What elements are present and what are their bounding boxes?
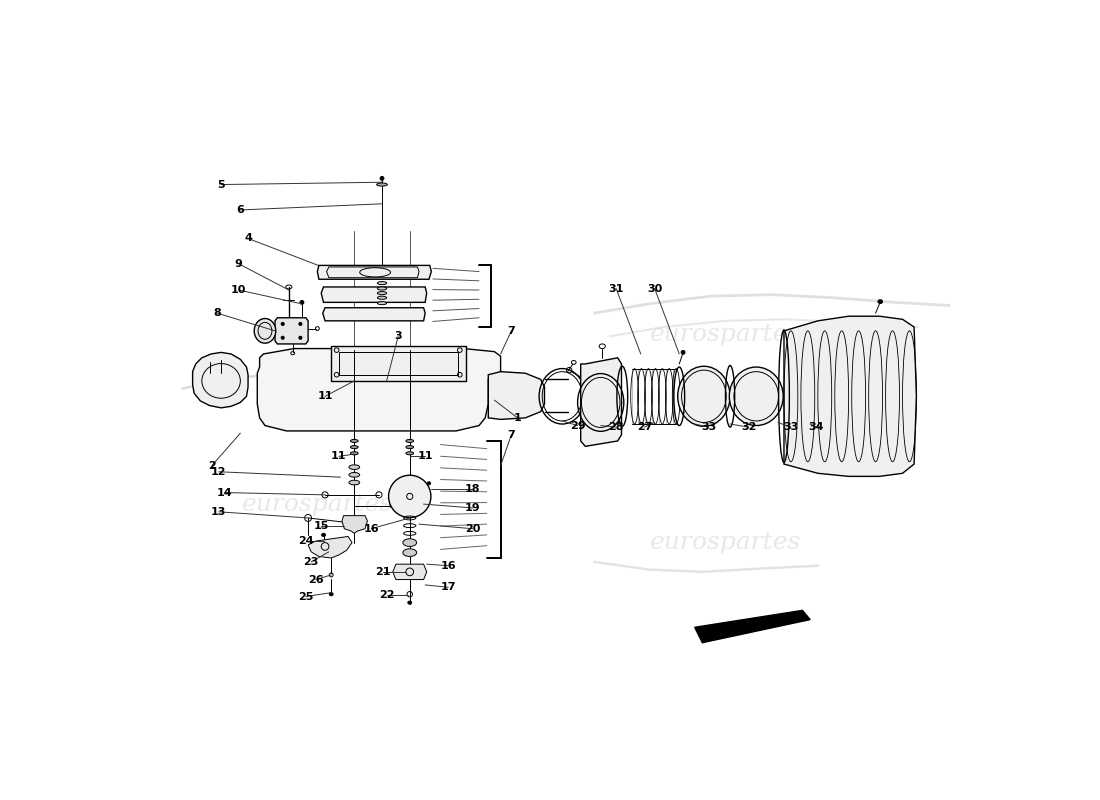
Text: 22: 22 xyxy=(378,590,395,600)
Text: 1: 1 xyxy=(514,413,521,423)
Text: 16: 16 xyxy=(363,524,379,534)
Ellipse shape xyxy=(406,439,414,442)
Text: 31: 31 xyxy=(608,283,624,294)
Ellipse shape xyxy=(376,183,387,186)
Text: eurospartes: eurospartes xyxy=(650,531,801,554)
Text: 11: 11 xyxy=(317,391,333,402)
Ellipse shape xyxy=(377,302,387,305)
Ellipse shape xyxy=(282,336,284,339)
Text: 3: 3 xyxy=(395,331,402,342)
Text: 23: 23 xyxy=(304,557,319,567)
Text: 16: 16 xyxy=(440,561,456,570)
Ellipse shape xyxy=(729,367,783,426)
Ellipse shape xyxy=(377,287,387,290)
Text: 4: 4 xyxy=(244,234,252,243)
Polygon shape xyxy=(308,537,352,558)
Text: 9: 9 xyxy=(235,259,243,269)
Ellipse shape xyxy=(329,593,333,596)
Text: 27: 27 xyxy=(637,422,652,432)
Polygon shape xyxy=(393,564,427,579)
Text: 11: 11 xyxy=(331,451,346,462)
Polygon shape xyxy=(275,318,308,344)
Text: 11: 11 xyxy=(417,451,433,462)
Text: 24: 24 xyxy=(298,536,314,546)
Ellipse shape xyxy=(300,301,304,304)
Ellipse shape xyxy=(403,538,417,546)
Text: 33: 33 xyxy=(783,422,799,432)
Text: 12: 12 xyxy=(211,466,227,477)
Ellipse shape xyxy=(349,465,360,470)
Ellipse shape xyxy=(428,482,430,485)
Ellipse shape xyxy=(406,446,414,449)
Ellipse shape xyxy=(282,322,284,326)
Ellipse shape xyxy=(349,473,360,477)
Text: 34: 34 xyxy=(808,422,824,432)
Ellipse shape xyxy=(351,439,359,442)
Text: 25: 25 xyxy=(298,591,314,602)
Ellipse shape xyxy=(388,475,431,518)
Text: 2: 2 xyxy=(208,461,216,470)
Ellipse shape xyxy=(406,452,414,455)
Ellipse shape xyxy=(351,446,359,449)
Ellipse shape xyxy=(377,282,387,285)
Text: 32: 32 xyxy=(741,422,756,432)
Ellipse shape xyxy=(349,480,360,485)
Ellipse shape xyxy=(678,366,730,426)
Text: 21: 21 xyxy=(375,567,390,577)
Text: 13: 13 xyxy=(211,507,227,517)
Text: 8: 8 xyxy=(213,308,221,318)
Text: 7: 7 xyxy=(507,430,515,440)
Ellipse shape xyxy=(377,296,387,299)
Polygon shape xyxy=(257,349,500,431)
Polygon shape xyxy=(784,316,916,476)
Ellipse shape xyxy=(299,322,301,326)
Polygon shape xyxy=(695,610,810,642)
Ellipse shape xyxy=(321,534,326,537)
Text: 6: 6 xyxy=(236,205,244,215)
Text: 30: 30 xyxy=(647,283,662,294)
Ellipse shape xyxy=(299,336,301,339)
Text: 19: 19 xyxy=(465,503,481,513)
Polygon shape xyxy=(192,353,249,408)
Text: 28: 28 xyxy=(608,422,624,432)
Text: 20: 20 xyxy=(465,524,481,534)
Text: 10: 10 xyxy=(231,285,246,295)
Polygon shape xyxy=(488,372,544,419)
Text: eurospartes: eurospartes xyxy=(242,493,393,516)
Text: eurospartes: eurospartes xyxy=(650,323,801,346)
Ellipse shape xyxy=(381,177,384,180)
Text: 15: 15 xyxy=(314,521,329,530)
Bar xyxy=(331,346,466,381)
Ellipse shape xyxy=(878,300,882,303)
Bar xyxy=(339,352,459,374)
Polygon shape xyxy=(342,516,367,534)
Polygon shape xyxy=(318,266,431,279)
Text: 7: 7 xyxy=(507,326,515,336)
Ellipse shape xyxy=(377,291,387,294)
Text: 33: 33 xyxy=(701,422,716,432)
Polygon shape xyxy=(321,287,427,302)
Ellipse shape xyxy=(403,549,417,557)
Polygon shape xyxy=(322,308,425,321)
Text: 5: 5 xyxy=(218,179,224,190)
Polygon shape xyxy=(581,358,622,446)
Text: 14: 14 xyxy=(217,487,233,498)
Text: 17: 17 xyxy=(440,582,456,592)
Text: 29: 29 xyxy=(570,421,585,430)
Text: 26: 26 xyxy=(308,574,323,585)
Ellipse shape xyxy=(681,350,685,354)
Ellipse shape xyxy=(351,452,359,455)
Ellipse shape xyxy=(254,318,276,343)
Text: 18: 18 xyxy=(465,484,481,494)
Ellipse shape xyxy=(408,601,411,604)
